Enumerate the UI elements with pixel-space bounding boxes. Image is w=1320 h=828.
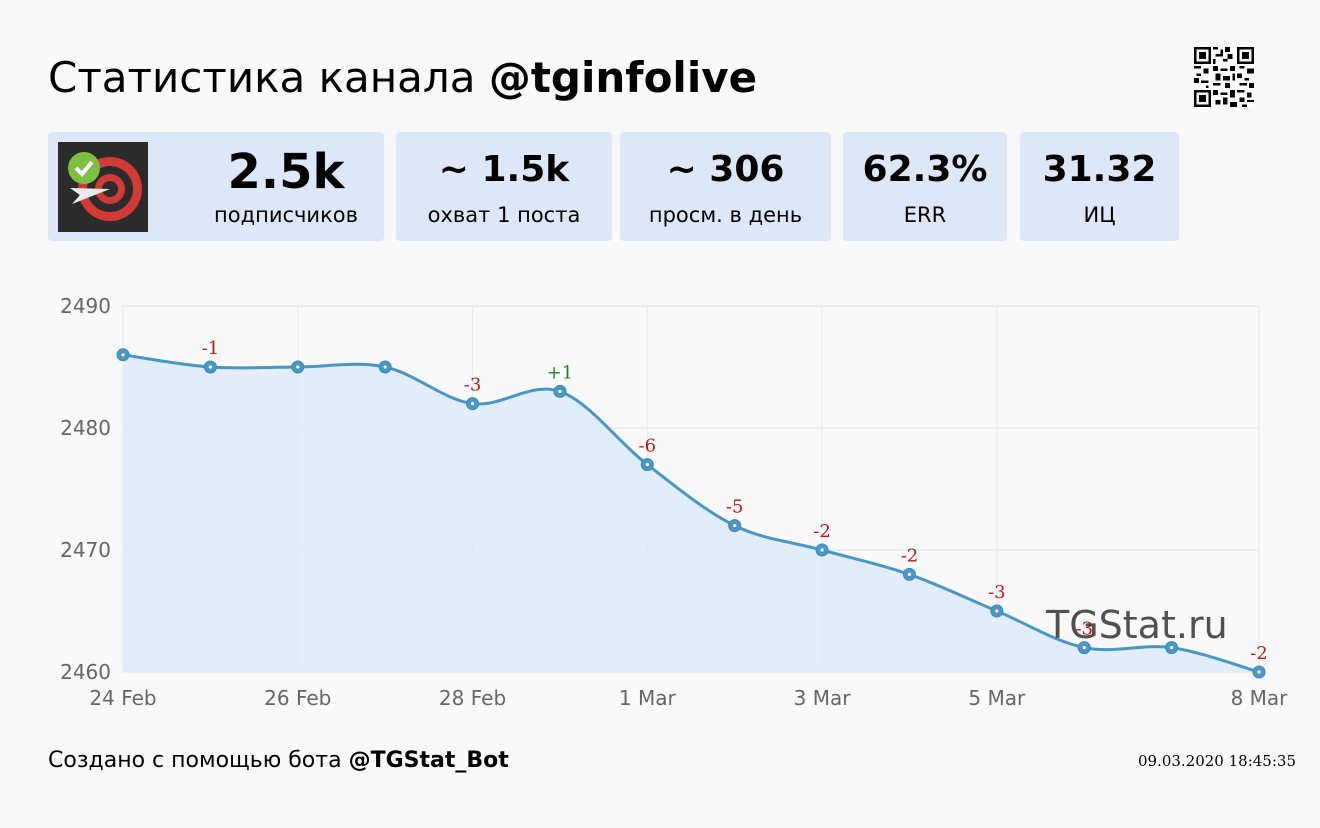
err-label: ERR bbox=[903, 203, 947, 227]
data-point-center bbox=[645, 463, 649, 467]
data-label-4: -3 bbox=[464, 375, 482, 396]
stat-card-daily-views: ~ 306 просм. в день bbox=[620, 132, 831, 241]
footer-credit: Создано с помощью бота @TGStat_Bot bbox=[48, 747, 509, 775]
x-tick-label: 24 Feb bbox=[89, 686, 156, 710]
title-prefix: Статистика канала bbox=[48, 53, 476, 102]
data-point-center bbox=[1257, 670, 1261, 674]
data-point-center bbox=[470, 402, 475, 406]
subscribers-chart: -1 -3 +1 -6 -5 -2 -2 -3 -3 -2 2460 2470 2480 2490 24… bbox=[60, 294, 1289, 710]
chart-watermark: TGStat.ru bbox=[1045, 603, 1228, 647]
data-label-7: -5 bbox=[726, 497, 744, 518]
stat-card-reach: ~ 1.5k охват 1 поста bbox=[396, 132, 612, 241]
stat-card-index: 31.32 ИЦ bbox=[1020, 132, 1179, 241]
data-label-6: -6 bbox=[639, 436, 657, 457]
data-point-center bbox=[208, 365, 212, 369]
stat-card-subscribers: 2.5k подписчиков bbox=[48, 132, 384, 241]
bot-handle: @TGStat_Bot bbox=[348, 748, 509, 773]
x-tick-label: 1 Mar bbox=[619, 686, 677, 710]
index-value: 31.32 bbox=[1042, 149, 1157, 190]
data-label-9: -2 bbox=[901, 545, 919, 566]
data-point-center bbox=[820, 548, 824, 552]
data-point-center bbox=[995, 609, 999, 613]
data-point-center bbox=[558, 389, 562, 393]
data-label-13: -2 bbox=[1250, 643, 1268, 664]
daily-views-label: просм. в день bbox=[648, 203, 803, 227]
page-title: Статистика канала @tginfolive bbox=[48, 50, 757, 106]
data-point-center bbox=[1082, 646, 1086, 650]
subscribers-label: подписчиков bbox=[214, 203, 358, 227]
y-tick-label: 2470 bbox=[60, 538, 111, 562]
channel-name: @tginfolive bbox=[488, 53, 758, 102]
data-point-center bbox=[296, 365, 300, 369]
reach-label: охват 1 поста bbox=[427, 203, 581, 227]
y-tick-label: 2490 bbox=[60, 294, 111, 318]
reach-value: ~ 1.5k bbox=[438, 149, 570, 190]
chart-area-fill bbox=[123, 354, 1259, 672]
data-label-1: -1 bbox=[202, 338, 220, 359]
err-value: 62.3% bbox=[862, 149, 988, 190]
y-tick-label: 2480 bbox=[60, 416, 111, 440]
data-label-5: +1 bbox=[547, 362, 574, 383]
x-tick-label: 3 Mar bbox=[794, 686, 852, 710]
footer-prefix: Создано с помощью бота bbox=[48, 748, 342, 773]
data-point-center bbox=[733, 524, 737, 528]
qr-code-icon bbox=[1194, 47, 1254, 107]
data-label-8: -2 bbox=[813, 521, 831, 542]
footer-timestamp: 09.03.2020 18:45:35 bbox=[1137, 752, 1296, 770]
daily-views-value: ~ 306 bbox=[666, 149, 785, 190]
x-tick-label: 8 Mar bbox=[1231, 686, 1289, 710]
y-tick-label: 2460 bbox=[60, 660, 111, 684]
index-label: ИЦ bbox=[1083, 203, 1116, 227]
chart-series-line bbox=[122, 353, 1260, 674]
x-tick-label: 5 Mar bbox=[968, 686, 1026, 710]
stat-card-err: 62.3% ERR bbox=[843, 132, 1007, 241]
x-tick-label: 28 Feb bbox=[439, 686, 506, 710]
x-tick-label: 26 Feb bbox=[264, 686, 331, 710]
data-point-center bbox=[907, 572, 912, 577]
data-point-center bbox=[383, 365, 387, 369]
data-label-10: -3 bbox=[988, 582, 1006, 603]
channel-avatar bbox=[58, 142, 148, 232]
subscribers-value: 2.5k bbox=[227, 144, 345, 200]
data-point-center bbox=[1170, 646, 1174, 650]
data-point-center bbox=[121, 353, 125, 357]
data-label-11: -3 bbox=[1075, 619, 1093, 640]
